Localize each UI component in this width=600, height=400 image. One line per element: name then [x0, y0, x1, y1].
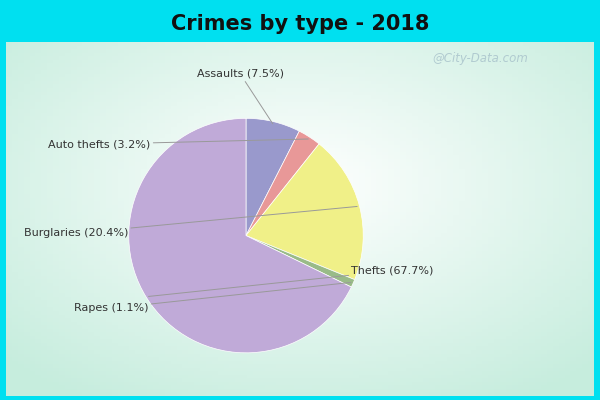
Wedge shape: [246, 118, 299, 236]
Wedge shape: [246, 236, 355, 287]
Wedge shape: [129, 118, 352, 353]
Wedge shape: [246, 131, 319, 236]
Text: Assaults (7.5%): Assaults (7.5%): [197, 69, 284, 124]
Text: Auto thefts (3.2%): Auto thefts (3.2%): [49, 139, 308, 149]
Wedge shape: [246, 144, 363, 280]
Text: Thefts (67.7%): Thefts (67.7%): [149, 266, 434, 296]
Text: @City-Data.com: @City-Data.com: [432, 52, 528, 65]
Text: Rapes (1.1%): Rapes (1.1%): [74, 282, 351, 313]
Text: Crimes by type - 2018: Crimes by type - 2018: [171, 14, 429, 34]
Text: Burglaries (20.4%): Burglaries (20.4%): [24, 206, 357, 238]
